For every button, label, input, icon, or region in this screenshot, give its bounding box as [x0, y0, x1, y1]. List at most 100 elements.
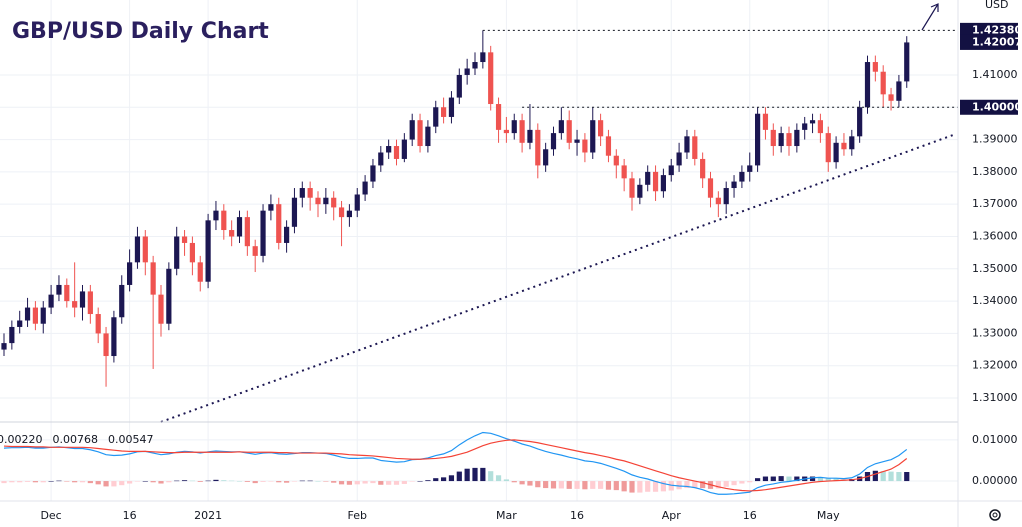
- histogram-bar: [739, 481, 745, 484]
- gear-hub[interactable]: [992, 512, 998, 518]
- histogram-bar: [778, 476, 784, 482]
- histogram-bar: [48, 481, 54, 482]
- candle-body: [174, 236, 180, 269]
- candle-body: [535, 129, 541, 166]
- candle-body: [401, 139, 407, 159]
- candle-body: [48, 294, 54, 308]
- candle-body: [456, 74, 462, 98]
- histogram-bar: [590, 481, 596, 489]
- indicator-value: 0.00220: [0, 433, 43, 446]
- candle-body: [511, 120, 517, 134]
- histogram-bar: [323, 481, 329, 482]
- histogram-bar: [629, 481, 635, 493]
- histogram-bar: [755, 478, 761, 482]
- histogram-bar: [652, 481, 659, 492]
- candle-body: [32, 307, 38, 324]
- candle-body: [331, 197, 337, 208]
- histogram-bar: [252, 481, 258, 484]
- candle-body: [488, 52, 494, 105]
- histogram-bar: [401, 481, 407, 484]
- histogram-bar: [503, 479, 509, 482]
- histogram-bar: [645, 481, 651, 492]
- candle-body: [841, 142, 847, 150]
- candle-body: [825, 133, 831, 163]
- histogram-bar: [24, 481, 31, 482]
- histogram-bar: [417, 481, 423, 482]
- histogram-bar: [825, 478, 831, 482]
- candle-body: [857, 107, 863, 137]
- histogram-bar: [95, 481, 101, 485]
- histogram-bar: [558, 481, 564, 489]
- x-tick-label: 2021: [194, 509, 222, 522]
- candle-body: [307, 188, 313, 198]
- histogram-bar: [448, 475, 455, 482]
- candle-body: [621, 165, 627, 179]
- y-tick-label: 1.35000: [972, 262, 1018, 275]
- candle-body: [660, 175, 666, 192]
- y-tick-label: 1.37000: [972, 197, 1018, 210]
- histogram-bar: [79, 481, 86, 483]
- histogram-bar: [598, 481, 604, 489]
- candle-body: [56, 284, 62, 295]
- candle-body: [755, 113, 761, 166]
- candle-body: [574, 139, 580, 143]
- histogram-bar: [111, 481, 117, 487]
- histogram-bar: [386, 481, 392, 485]
- histogram-bar: [433, 478, 439, 482]
- candle-body: [684, 136, 690, 153]
- candle-body: [707, 178, 714, 198]
- histogram-bar: [731, 481, 737, 486]
- histogram-bar: [189, 480, 195, 482]
- histogram-bar: [315, 481, 321, 482]
- candle-body: [519, 120, 525, 143]
- labels: Dec 16 2021 Feb Mar 16 Apr 16 May 1.31000 1.32000 1…: [0, 22, 1022, 522]
- trendline: [160, 133, 955, 423]
- histogram-bar: [354, 481, 360, 485]
- candle-body: [802, 123, 808, 130]
- histogram-bar: [72, 481, 78, 483]
- candle-body: [103, 333, 109, 357]
- histogram-bar: [770, 476, 776, 482]
- histogram-bar: [229, 480, 235, 482]
- candle-body: [582, 139, 588, 153]
- candle-body: [731, 181, 737, 189]
- histogram-bar: [174, 480, 180, 482]
- histogram-bar: [181, 480, 188, 482]
- settings-icon[interactable]: [989, 509, 1001, 521]
- histogram-bar: [150, 481, 156, 483]
- candle-body: [338, 207, 345, 218]
- histogram-bar: [205, 480, 211, 482]
- candle-body: [833, 142, 839, 163]
- y-tick-label: 1.39000: [972, 133, 1018, 146]
- histogram-bar: [56, 480, 62, 482]
- histogram-bar: [276, 481, 282, 483]
- candle-body: [323, 197, 329, 205]
- candle-body: [166, 268, 172, 324]
- candle-body: [127, 262, 133, 285]
- histogram-bar: [346, 481, 352, 485]
- histogram-bar: [299, 480, 305, 482]
- candle-body: [786, 133, 792, 147]
- chart-title: GBP/USD Daily Chart: [12, 19, 269, 44]
- candle-body: [244, 217, 250, 247]
- candle-body: [229, 230, 235, 237]
- candle-body: [72, 301, 78, 308]
- histogram-bar: [166, 481, 172, 483]
- gear[interactable]: [989, 509, 1001, 521]
- histogram-bar: [543, 481, 549, 489]
- histogram-bar: [221, 480, 227, 482]
- histogram-bar: [64, 481, 70, 482]
- candle-body: [543, 149, 549, 166]
- candle-body: [880, 71, 886, 95]
- candle-body: [778, 133, 784, 147]
- candle-body: [794, 129, 800, 147]
- histogram-bar: [370, 481, 376, 484]
- level-label: 1.40000: [972, 100, 1022, 113]
- histogram-bar: [244, 481, 250, 482]
- x-tick-label: 16: [743, 509, 757, 522]
- candle-body: [433, 107, 439, 127]
- candle-body: [40, 307, 46, 324]
- histogram-bar: [519, 481, 525, 485]
- candle-body: [629, 178, 635, 198]
